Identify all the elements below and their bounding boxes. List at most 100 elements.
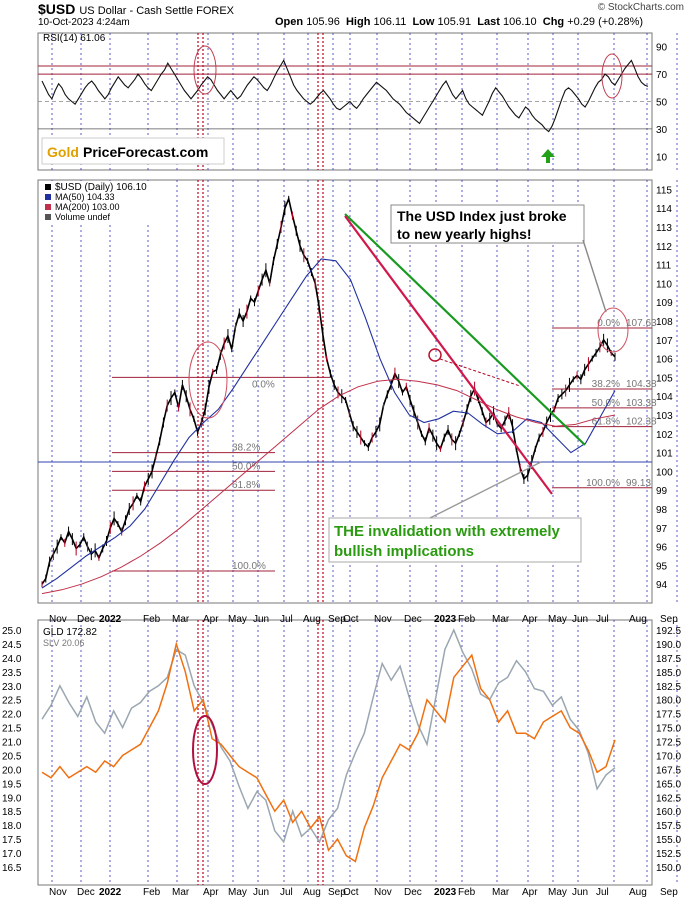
usd-circle-left [188, 341, 228, 419]
fib-right-value: 99.13 [626, 478, 651, 489]
metals-right-tick: 172.5 [656, 738, 681, 749]
fib-left-label: 50.0% [232, 461, 260, 472]
metals-circle [192, 715, 218, 785]
red-trendline [344, 215, 553, 495]
x-tick-label: Oct [343, 887, 359, 898]
fib-right-label: 50.0% [592, 398, 620, 409]
usd-tick-label: 107 [656, 336, 673, 347]
x-tick-label: Jun [253, 887, 269, 898]
metals-left-tick: 17.0 [2, 849, 22, 860]
x-tick-label: Feb [143, 614, 161, 625]
x-tick-label: Apr [522, 614, 538, 625]
x-tick-label: Mar [492, 887, 510, 898]
metals-right-tick: 192.5 [656, 626, 681, 637]
metals-left-tick: 22.0 [2, 710, 22, 721]
metals-right-tick: 185.0 [656, 668, 681, 679]
x-tick-label: Dec [404, 887, 422, 898]
metals-right-tick: 152.5 [656, 849, 681, 860]
metals-left-tick: 19.0 [2, 793, 22, 804]
usd-legend-swatch [45, 204, 51, 210]
usd-legend-swatch [45, 184, 51, 190]
usd-tick-label: 105 [656, 373, 673, 384]
metals-left-tick: 18.0 [2, 821, 22, 832]
logo-text: PriceForecast.com [83, 144, 208, 160]
usd-legend-bg [44, 181, 152, 225]
x-tick-label: Jun [253, 614, 269, 625]
fib-right-label: 38.2% [592, 379, 620, 390]
metals-right-tick: 167.5 [656, 765, 681, 776]
x-tick-label: Sep [660, 614, 678, 625]
x-tick-label: Feb [458, 614, 476, 625]
x-tick-label: 2023 [434, 614, 457, 625]
usd-legend-text: MA(200) 103.00 [55, 202, 120, 212]
x-tick-label: Jul [280, 887, 293, 898]
panel-frame-2 [37, 179, 653, 604]
annotation-bottom-box [328, 517, 582, 563]
fib-right-value: 107.63 [626, 318, 657, 329]
metals-left-tick: 24.5 [2, 640, 22, 651]
metals-left-tick: 16.5 [2, 863, 22, 874]
usd-tick-label: 106 [656, 355, 673, 366]
annotation-top-pointer [582, 239, 607, 313]
rsi-tick-label: 90 [656, 43, 668, 54]
fib-left-label: 61.8% [232, 480, 260, 491]
annotation-bottom-line2: bullish implications [334, 543, 474, 560]
x-tick-label: Jul [596, 614, 609, 625]
annotation-top-line1: The USD Index just broke [397, 208, 567, 224]
x-tick-label: Mar [172, 887, 190, 898]
usd-tick-label: 110 [656, 279, 672, 290]
metals-left-tick: 22.5 [2, 696, 22, 707]
logo-box [41, 137, 225, 165]
metals-right-tick: 182.5 [656, 682, 681, 693]
usd-tick-label: 99 [656, 486, 668, 497]
metals-left-tick: 17.5 [2, 835, 22, 846]
x-tick-label: Feb [143, 887, 161, 898]
x-tick-label: Sep [328, 614, 346, 625]
symbol-title: $USD US Dollar - Cash Settle FOREX [38, 1, 235, 17]
rsi-circle-right [601, 53, 623, 99]
x-tick-label: Apr [522, 887, 538, 898]
rsi-tick-label: 70 [656, 70, 668, 81]
x-tick-label: Apr [203, 614, 219, 625]
fib-right-label: 61.8% [592, 417, 620, 428]
usd-price-line [41, 196, 616, 585]
copyright-text[interactable]: © StockCharts.com [597, 2, 684, 13]
usd-tick-label: 95 [656, 561, 668, 572]
x-tick-label: Aug [629, 614, 647, 625]
metals-left-tick: 20.0 [2, 765, 22, 776]
rsi-line [41, 59, 649, 133]
x-tick-label: Nov [49, 614, 67, 625]
x-tick-label: Mar [492, 614, 510, 625]
fib-right-label: 0.0% [597, 318, 620, 329]
metals-right-tick: 175.0 [656, 724, 681, 735]
usd-tick-label: 96 [656, 543, 668, 554]
x-tick-label: Nov [374, 614, 392, 625]
metals-left-tick: 18.5 [2, 807, 22, 818]
fib-right-value: 104.38 [626, 379, 657, 390]
rsi-circle-left [193, 45, 217, 95]
fib-right-value: 102.38 [626, 417, 657, 428]
annotation-top-box [390, 204, 585, 244]
metals-left-tick: 19.5 [2, 779, 22, 790]
usd-tick-label: 111 [656, 261, 672, 272]
usd-tick-label: 109 [656, 298, 673, 309]
usd-tick-label: 100 [656, 467, 673, 478]
metals-right-tick: 160.0 [656, 807, 681, 818]
fib-right-value: 103.38 [626, 398, 657, 409]
x-tick-label: Aug [303, 614, 321, 625]
usd-circle-small [428, 348, 442, 362]
usd-legend-swatch [45, 214, 51, 220]
usd-ma200-line [41, 378, 616, 595]
usd-legend-swatch [45, 194, 51, 200]
x-tick-label: May [228, 614, 247, 625]
x-tick-label: Feb [458, 887, 476, 898]
x-tick-label: Nov [374, 887, 392, 898]
usd-ma50-line [41, 258, 616, 589]
rsi-legend: RSI(14) 61.06 [43, 33, 106, 44]
x-tick-label: Sep [328, 887, 346, 898]
usd-legend-text: $USD (Daily) 106.10 [55, 182, 147, 193]
fib-right-label: 100.0% [586, 478, 620, 489]
chart-header: $USD US Dollar - Cash Settle FOREX © Stoc… [0, 0, 700, 30]
usd-tick-label: 94 [656, 580, 668, 591]
